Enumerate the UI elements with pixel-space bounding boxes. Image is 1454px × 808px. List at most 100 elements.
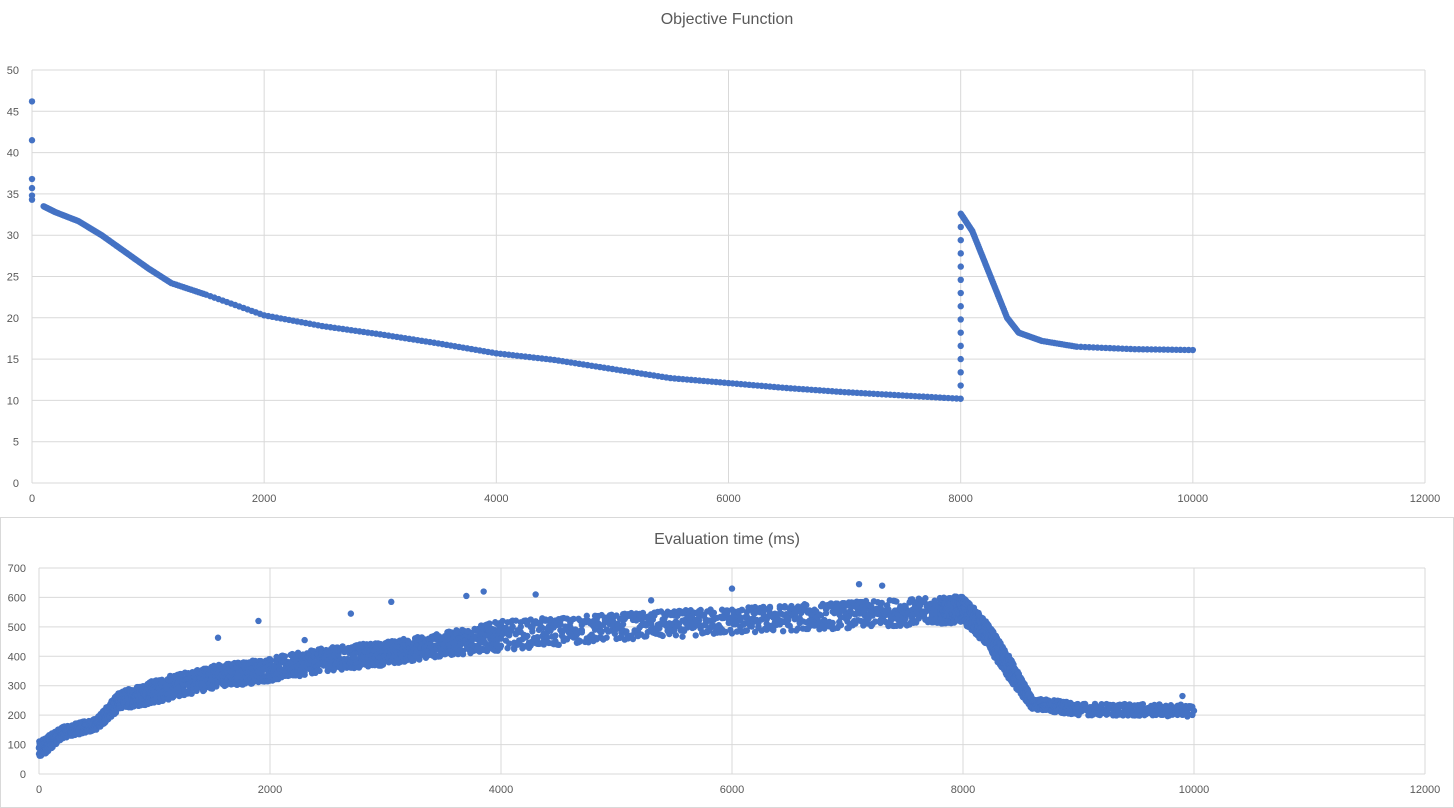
data-point — [267, 657, 275, 664]
series-points — [35, 580, 1198, 759]
y-tick-label: 700 — [8, 563, 26, 575]
data-point — [633, 617, 640, 624]
data-point — [684, 624, 691, 631]
data-point — [779, 627, 787, 635]
chart-title: Objective Function — [660, 11, 794, 28]
data-point — [893, 598, 900, 605]
data-point — [743, 613, 751, 620]
data-point — [542, 616, 549, 624]
y-tick-label: 400 — [8, 651, 26, 663]
data-point — [511, 645, 518, 653]
data-point — [829, 619, 836, 627]
x-tick-label: 2000 — [252, 493, 276, 505]
outlier-point — [347, 610, 355, 617]
x-tick-label: 8000 — [951, 784, 975, 796]
data-point — [957, 223, 964, 231]
data-point — [499, 617, 506, 625]
data-point — [570, 615, 577, 623]
data-point — [1189, 346, 1197, 354]
y-tick-label: 0 — [20, 769, 26, 781]
data-point — [591, 626, 599, 633]
x-tick-label: 4000 — [484, 493, 508, 505]
y-tick-label: 200 — [8, 710, 26, 722]
y-tick-label: 50 — [7, 65, 19, 77]
x-tick-label: 10000 — [1179, 784, 1210, 796]
data-point — [733, 628, 741, 635]
x-tick-label: 12000 — [1410, 784, 1441, 796]
data-point — [539, 624, 546, 631]
data-point — [544, 634, 551, 641]
x-tick-label: 6000 — [716, 493, 740, 505]
data-point — [595, 621, 602, 628]
y-tick-label: 30 — [7, 230, 19, 242]
y-tick-label: 20 — [7, 313, 19, 325]
outlier-point — [388, 598, 395, 606]
data-point — [28, 137, 36, 144]
data-point — [817, 612, 825, 619]
data-point — [679, 633, 686, 640]
data-point — [555, 641, 562, 649]
data-point — [281, 653, 289, 660]
data-point — [28, 175, 36, 183]
data-point — [405, 638, 412, 645]
data-point — [803, 601, 810, 609]
data-point — [619, 621, 627, 628]
x-tick-label: 10000 — [1178, 493, 1209, 505]
data-point — [188, 690, 195, 697]
data-point — [720, 614, 727, 622]
data-point — [834, 602, 841, 610]
data-point — [957, 395, 964, 402]
data-point — [710, 609, 718, 616]
outlier-point — [728, 585, 736, 592]
y-tick-label: 40 — [7, 148, 19, 160]
x-tick-label: 6000 — [720, 784, 744, 796]
y-tick-label: 35 — [7, 189, 19, 201]
data-point — [957, 355, 964, 363]
data-point — [957, 369, 964, 376]
data-point — [524, 632, 531, 640]
y-tick-label: 300 — [8, 681, 26, 693]
chart-title: Evaluation time (ms) — [654, 531, 800, 548]
data-point — [697, 622, 704, 629]
data-point — [1098, 700, 1105, 708]
data-point — [583, 612, 590, 620]
data-point — [499, 630, 506, 638]
data-point — [776, 603, 784, 610]
data-point — [743, 627, 751, 634]
data-point — [1105, 710, 1112, 717]
y-tick-label: 10 — [7, 395, 19, 407]
data-point — [629, 635, 637, 643]
data-point — [957, 289, 964, 297]
data-point — [728, 630, 736, 637]
data-point — [957, 342, 964, 350]
evaluation-time-chart: Evaluation time (ms) 0 100 200 300 400 500 600… — [0, 517, 1454, 808]
data-point — [1174, 711, 1181, 719]
data-point — [878, 599, 886, 607]
y-tick-label: 5 — [13, 437, 19, 449]
x-tick-label: 12000 — [1410, 493, 1441, 505]
data-point — [598, 628, 605, 636]
outlier-point — [878, 582, 886, 589]
outlier-point — [647, 597, 655, 604]
data-point — [784, 614, 792, 621]
data-point — [957, 382, 964, 389]
data-point — [957, 329, 964, 336]
outlier-point — [301, 636, 308, 644]
data-point — [957, 316, 964, 323]
data-point — [28, 184, 36, 192]
data-point — [922, 595, 929, 602]
data-point — [837, 621, 845, 629]
data-point — [781, 604, 788, 611]
data-point — [603, 634, 610, 641]
data-point — [506, 640, 513, 647]
data-point — [529, 628, 536, 635]
data-point — [872, 618, 879, 625]
y-tick-label: 15 — [7, 354, 19, 366]
outlier-point — [214, 634, 222, 641]
data-point — [316, 667, 323, 675]
data-point — [957, 263, 964, 270]
x-tick-label: 2000 — [258, 784, 282, 796]
data-point — [766, 604, 774, 612]
y-tick-label: 45 — [7, 106, 19, 118]
